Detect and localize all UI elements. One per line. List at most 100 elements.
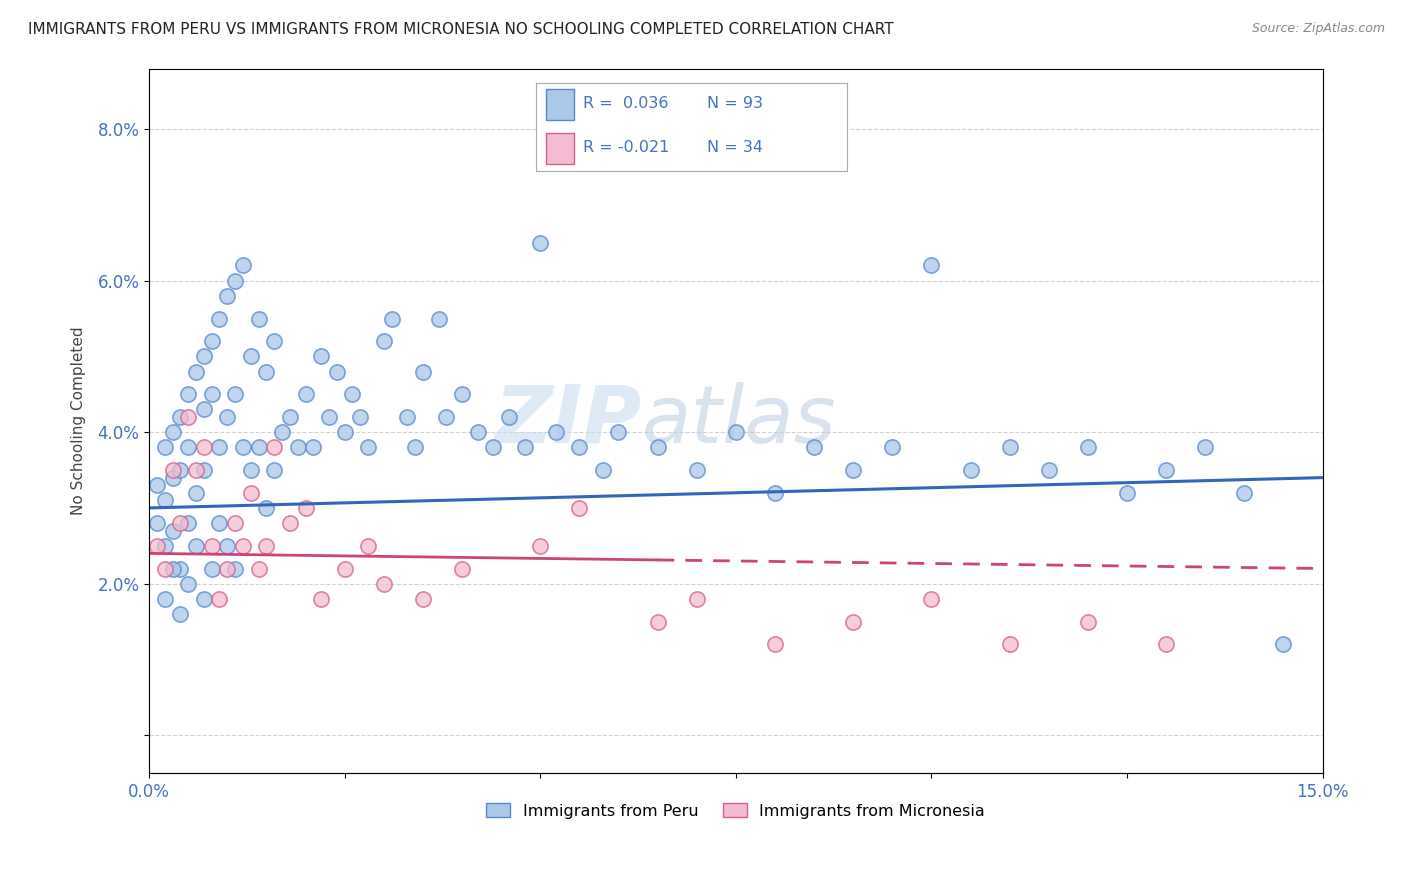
Point: [467, 425, 489, 439]
Point: [208, 516, 231, 530]
Point: [842, 615, 865, 629]
Point: [208, 440, 231, 454]
Point: [1154, 463, 1177, 477]
Point: [1116, 485, 1139, 500]
Point: [184, 539, 207, 553]
Point: [271, 425, 294, 439]
Point: [263, 463, 285, 477]
Point: [373, 334, 395, 349]
Point: [412, 591, 434, 606]
Point: [239, 350, 262, 364]
Point: [998, 440, 1021, 454]
Point: [263, 334, 285, 349]
Point: [193, 463, 215, 477]
Point: [607, 425, 630, 439]
Point: [427, 311, 450, 326]
Point: [224, 274, 246, 288]
Point: [529, 235, 551, 250]
Point: [357, 539, 380, 553]
Point: [201, 387, 224, 401]
Point: [724, 425, 747, 439]
Point: [162, 561, 184, 575]
Point: [232, 259, 254, 273]
Point: [208, 311, 231, 326]
Point: [568, 440, 591, 454]
Point: [302, 440, 325, 454]
Point: [247, 561, 270, 575]
Point: [239, 485, 262, 500]
Point: [451, 387, 474, 401]
Point: [184, 485, 207, 500]
Legend: Immigrants from Peru, Immigrants from Micronesia: Immigrants from Peru, Immigrants from Mi…: [479, 797, 991, 825]
Point: [278, 516, 301, 530]
Point: [294, 500, 316, 515]
Point: [309, 350, 332, 364]
Point: [177, 516, 200, 530]
Point: [1077, 440, 1099, 454]
Point: [162, 470, 184, 484]
Point: [592, 463, 614, 477]
Point: [217, 410, 239, 425]
Point: [193, 350, 215, 364]
Point: [162, 425, 184, 439]
Point: [1272, 637, 1295, 651]
Point: [169, 607, 191, 621]
Point: [412, 365, 434, 379]
Point: [842, 463, 865, 477]
Point: [224, 516, 246, 530]
Point: [920, 259, 942, 273]
Point: [232, 440, 254, 454]
Point: [529, 539, 551, 553]
Point: [1194, 440, 1216, 454]
Point: [513, 440, 536, 454]
Point: [254, 539, 277, 553]
Point: [153, 440, 176, 454]
Point: [482, 440, 505, 454]
Point: [1154, 637, 1177, 651]
Point: [349, 410, 371, 425]
Point: [153, 561, 176, 575]
Point: [568, 500, 591, 515]
Point: [647, 615, 669, 629]
Point: [1038, 463, 1060, 477]
Point: [247, 311, 270, 326]
Point: [263, 440, 285, 454]
Point: [357, 440, 380, 454]
Text: Source: ZipAtlas.com: Source: ZipAtlas.com: [1251, 22, 1385, 36]
Point: [318, 410, 340, 425]
Point: [153, 493, 176, 508]
Point: [177, 387, 200, 401]
Point: [146, 478, 169, 492]
Point: [278, 410, 301, 425]
Point: [169, 410, 191, 425]
Point: [451, 561, 474, 575]
Point: [162, 463, 184, 477]
Point: [169, 561, 191, 575]
Point: [232, 539, 254, 553]
Point: [404, 440, 426, 454]
Point: [217, 561, 239, 575]
Point: [201, 561, 224, 575]
Point: [169, 463, 191, 477]
Point: [381, 311, 404, 326]
Point: [920, 591, 942, 606]
Point: [153, 539, 176, 553]
Point: [342, 387, 364, 401]
Point: [193, 440, 215, 454]
Point: [396, 410, 419, 425]
Text: atlas: atlas: [643, 382, 837, 459]
Point: [294, 387, 316, 401]
Point: [177, 576, 200, 591]
Point: [201, 539, 224, 553]
Point: [153, 591, 176, 606]
Point: [146, 539, 169, 553]
Point: [254, 500, 277, 515]
Point: [498, 410, 520, 425]
Point: [333, 561, 356, 575]
Point: [882, 440, 904, 454]
Text: IMMIGRANTS FROM PERU VS IMMIGRANTS FROM MICRONESIA NO SCHOOLING COMPLETED CORREL: IMMIGRANTS FROM PERU VS IMMIGRANTS FROM …: [28, 22, 894, 37]
Point: [326, 365, 349, 379]
Point: [184, 463, 207, 477]
Point: [193, 591, 215, 606]
Point: [309, 591, 332, 606]
